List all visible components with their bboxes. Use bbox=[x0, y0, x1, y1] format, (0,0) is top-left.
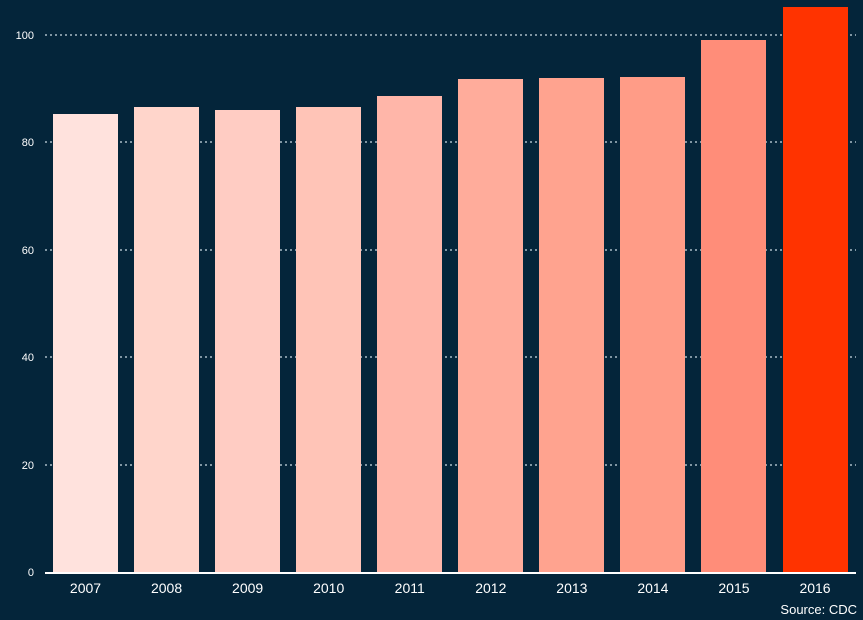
x-label-2009: 2009 bbox=[232, 580, 264, 596]
y-tick-label-20: 20 bbox=[21, 459, 34, 472]
y-tick-label-0: 0 bbox=[27, 567, 34, 579]
gridline-100 bbox=[45, 33, 856, 36]
gridline-80 bbox=[45, 141, 856, 144]
y-tick-label-60: 60 bbox=[21, 244, 34, 257]
gridline-40 bbox=[45, 356, 856, 359]
y-tick-label-100: 100 bbox=[15, 29, 34, 42]
x-label-2008: 2008 bbox=[150, 580, 183, 596]
x-label-2012: 2012 bbox=[475, 580, 507, 596]
x-label-2010: 2010 bbox=[313, 580, 345, 596]
bar-2012 bbox=[458, 78, 524, 572]
bar-2013 bbox=[539, 78, 605, 572]
bar-2007 bbox=[53, 113, 118, 572]
gridline-60 bbox=[45, 248, 856, 251]
x-label-2011: 2011 bbox=[394, 580, 425, 596]
bar-2008 bbox=[134, 106, 200, 572]
x-axis-baseline bbox=[45, 572, 856, 574]
x-label-2007: 2007 bbox=[69, 580, 102, 596]
x-label-2015: 2015 bbox=[718, 580, 750, 596]
bar-2014 bbox=[620, 76, 686, 572]
bar-2015 bbox=[701, 40, 767, 572]
bar-2010 bbox=[296, 107, 362, 572]
x-label-2014: 2014 bbox=[637, 580, 669, 596]
y-tick-label-40: 40 bbox=[21, 352, 34, 365]
bar-2016 bbox=[782, 7, 848, 572]
gridline-20 bbox=[45, 463, 856, 466]
y-tick-label-80: 80 bbox=[21, 137, 34, 150]
source-note: Source: CDC bbox=[780, 602, 857, 617]
bar-2011 bbox=[377, 95, 443, 572]
bar-2009 bbox=[215, 110, 281, 572]
x-label-2013: 2013 bbox=[556, 580, 588, 596]
x-label-2016: 2016 bbox=[799, 580, 831, 596]
